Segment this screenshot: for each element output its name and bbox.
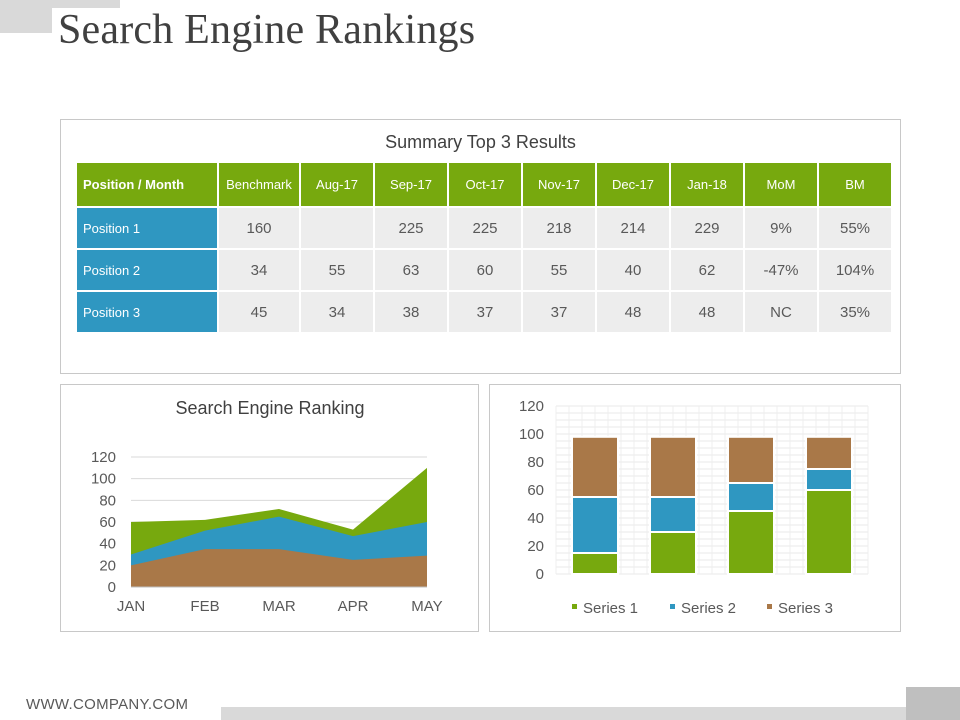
footer-url[interactable]: WWW.COMPANY.COM — [26, 696, 189, 713]
table-cell: 45 — [219, 292, 299, 332]
column-header: Position / Month — [77, 163, 217, 206]
column-header: Dec-17 — [597, 163, 669, 206]
area-chart-title: Search Engine Ranking — [175, 398, 364, 418]
bar-segment-series-2 — [649, 496, 697, 533]
bar-segment-series-1 — [571, 552, 619, 575]
y-tick-label: 100 — [91, 471, 116, 488]
table-row: Position 3 45 34 38 37 37 48 48 NC 35% — [77, 292, 891, 332]
table-cell: 55 — [301, 250, 373, 290]
y-tick-label: 20 — [99, 557, 116, 574]
row-header: Position 1 — [77, 208, 217, 248]
table-cell: 229 — [671, 208, 743, 248]
x-tick-label: MAY — [411, 598, 442, 615]
row-header: Position 2 — [77, 250, 217, 290]
table-cell: 62 — [671, 250, 743, 290]
table-cell: 214 — [597, 208, 669, 248]
y-tick-label: 60 — [527, 482, 544, 499]
page-title: Search Engine Rankings — [58, 7, 476, 53]
table-cell: 60 — [449, 250, 521, 290]
table-row: Position 1 160 225 225 218 214 229 9% 55… — [77, 208, 891, 248]
column-header: Benchmark — [219, 163, 299, 206]
table-cell: 225 — [375, 208, 447, 248]
summary-table: Position / Month Benchmark Aug-17 Sep-17… — [75, 161, 893, 334]
y-tick-label: 120 — [91, 449, 116, 466]
table-row: Position 2 34 55 63 60 55 40 62 -47% 104… — [77, 250, 891, 290]
legend-marker — [767, 604, 772, 609]
legend-label: Series 3 — [778, 600, 833, 617]
legend-label: Series 2 — [681, 600, 736, 617]
bar-segment-series-1 — [805, 489, 853, 575]
area-chart: Search Engine Ranking 0 20 40 60 80 100 120 JAN F… — [91, 398, 443, 615]
x-tick-label: JAN — [117, 598, 145, 615]
corner-decoration-block — [0, 8, 52, 33]
table-cell: 37 — [449, 292, 521, 332]
y-tick-label: 40 — [99, 536, 116, 553]
table-cell: -47% — [745, 250, 817, 290]
x-tick-label: APR — [338, 598, 369, 615]
table-cell: 55 — [523, 250, 595, 290]
legend-marker — [572, 604, 577, 609]
bar-segment-series-1 — [727, 510, 775, 575]
table-cell: 40 — [597, 250, 669, 290]
x-tick-label: FEB — [190, 598, 219, 615]
corner-decoration — [0, 0, 120, 8]
area-series-series-3 — [131, 549, 427, 587]
table-cell: 34 — [219, 250, 299, 290]
table-header-row: Position / Month Benchmark Aug-17 Sep-17… — [77, 163, 891, 206]
table-cell: 225 — [449, 208, 521, 248]
table-cell: 37 — [523, 292, 595, 332]
legend-label: Series 1 — [583, 600, 638, 617]
bar-segment-series-2 — [727, 482, 775, 512]
bar-segment-series-1 — [649, 531, 697, 575]
table-cell: 63 — [375, 250, 447, 290]
summary-panel: Summary Top 3 Results Position / Month B… — [60, 119, 901, 374]
table-cell: 34 — [301, 292, 373, 332]
footer-bar — [221, 707, 906, 720]
bar-segment-series-3 — [727, 435, 775, 484]
table-cell: 9% — [745, 208, 817, 248]
column-header: Oct-17 — [449, 163, 521, 206]
y-tick-label: 20 — [527, 538, 544, 555]
stacked-bar-chart: 0 20 40 60 80 100 120 Series 1 Series 2 Series 3 — [519, 398, 869, 617]
table-cell: 48 — [671, 292, 743, 332]
legend-marker — [670, 604, 675, 609]
area-chart-panel: Search Engine Ranking 0 20 40 60 80 100 120 JAN F… — [60, 384, 479, 632]
y-tick-label: 80 — [527, 454, 544, 471]
bar-segment-series-3 — [649, 435, 697, 498]
column-header: Sep-17 — [375, 163, 447, 206]
y-tick-label: 120 — [519, 398, 544, 415]
bar-segment-series-3 — [571, 435, 619, 498]
y-tick-label: 0 — [108, 579, 116, 596]
bar-segment-series-3 — [805, 435, 853, 470]
y-tick-label: 80 — [99, 492, 116, 509]
bar-segment-series-2 — [805, 468, 853, 491]
x-tick-label: MAR — [262, 598, 296, 615]
table-cell: NC — [745, 292, 817, 332]
column-header: Nov-17 — [523, 163, 595, 206]
bar-segment-series-2 — [571, 496, 619, 554]
column-header: Aug-17 — [301, 163, 373, 206]
y-tick-label: 100 — [519, 426, 544, 443]
y-tick-label: 40 — [527, 510, 544, 527]
bar-chart-panel: 0 20 40 60 80 100 120 Series 1 Series 2 Series 3 — [489, 384, 901, 632]
column-header: MoM — [745, 163, 817, 206]
footer-corner-block — [906, 687, 960, 720]
table-cell: 218 — [523, 208, 595, 248]
table-cell: 55% — [819, 208, 891, 248]
table-cell: 160 — [219, 208, 299, 248]
column-header: Jan-18 — [671, 163, 743, 206]
summary-title: Summary Top 3 Results — [385, 132, 576, 152]
table-cell: 35% — [819, 292, 891, 332]
table-cell: 104% — [819, 250, 891, 290]
row-header: Position 3 — [77, 292, 217, 332]
column-header: BM — [819, 163, 891, 206]
y-tick-label: 60 — [99, 514, 116, 531]
table-cell: 48 — [597, 292, 669, 332]
y-tick-label: 0 — [536, 566, 544, 583]
table-cell — [301, 208, 373, 248]
table-cell: 38 — [375, 292, 447, 332]
